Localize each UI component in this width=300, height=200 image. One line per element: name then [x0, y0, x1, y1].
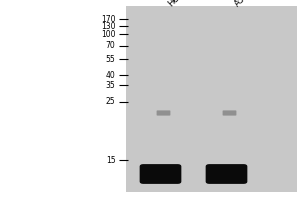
FancyBboxPatch shape: [223, 110, 236, 116]
Text: 130: 130: [101, 22, 116, 31]
Text: 100: 100: [101, 30, 116, 39]
Text: 25: 25: [106, 98, 116, 106]
Text: 55: 55: [106, 54, 116, 64]
Text: 170: 170: [101, 15, 116, 23]
Bar: [126, 6, 297, 192]
FancyBboxPatch shape: [206, 164, 247, 184]
Text: 15: 15: [106, 156, 116, 165]
Text: HeLa: HeLa: [167, 0, 188, 8]
Text: A549: A549: [232, 0, 254, 8]
Text: 35: 35: [106, 81, 116, 90]
Text: 40: 40: [106, 71, 116, 79]
FancyBboxPatch shape: [157, 110, 170, 116]
FancyBboxPatch shape: [140, 164, 182, 184]
Text: 70: 70: [106, 42, 116, 50]
